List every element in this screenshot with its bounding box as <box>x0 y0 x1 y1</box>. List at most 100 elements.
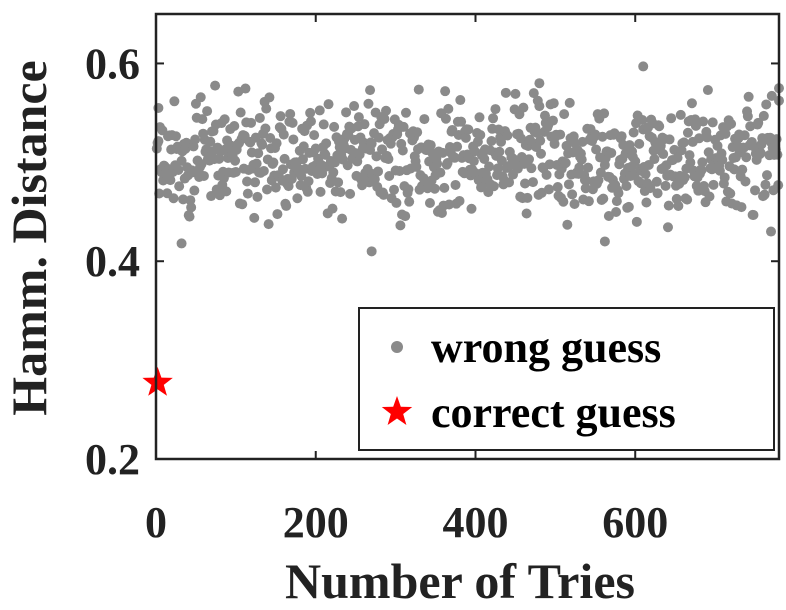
wrong-guess-point <box>252 191 263 202</box>
wrong-guess-point <box>366 246 377 257</box>
wrong-guess-point <box>335 187 346 198</box>
legend-marker-wrong-guess <box>391 341 403 353</box>
wrong-guess-point <box>694 133 705 144</box>
wrong-guess-point <box>315 186 326 197</box>
wrong-guess-point <box>690 120 701 131</box>
wrong-guess-point <box>449 152 460 163</box>
wrong-guess-point <box>576 154 587 165</box>
wrong-guess-point <box>534 101 545 112</box>
wrong-guess-point <box>725 188 736 199</box>
wrong-guess-point <box>413 84 424 95</box>
wrong-guess-point <box>484 161 495 172</box>
wrong-guess-point <box>302 186 313 197</box>
wrong-guess-point <box>527 177 538 188</box>
wrong-guess-point <box>240 83 251 94</box>
wrong-guess-point <box>333 177 344 188</box>
wrong-guess-point <box>349 101 360 112</box>
wrong-guess-point <box>221 186 232 197</box>
wrong-guess-point <box>675 109 686 120</box>
wrong-guess-point <box>309 130 320 141</box>
wrong-guess-point <box>422 183 433 194</box>
wrong-guess-point <box>369 174 380 185</box>
wrong-guess-point <box>641 197 652 208</box>
wrong-guess-point <box>287 117 298 128</box>
wrong-guess-point <box>202 106 213 117</box>
wrong-guess-point <box>685 157 696 168</box>
wrong-guess-point <box>318 119 329 130</box>
wrong-guess-point <box>717 154 728 165</box>
x-tick-label: 200 <box>283 498 349 547</box>
wrong-guess-point <box>548 98 559 109</box>
wrong-guess-point <box>621 181 632 192</box>
y-tick-label: 0.4 <box>85 237 140 286</box>
wrong-guess-point <box>759 189 770 200</box>
wrong-guess-point <box>748 209 759 220</box>
wrong-guess-point <box>520 178 531 189</box>
wrong-guess-point <box>666 113 677 124</box>
wrong-guess-point <box>288 134 299 145</box>
wrong-guess-point <box>411 161 422 172</box>
wrong-guess-point <box>270 182 281 193</box>
wrong-guess-point <box>249 212 260 223</box>
wrong-guess-point <box>258 165 269 176</box>
wrong-guess-point <box>440 86 451 97</box>
y-tick-label: 0.2 <box>85 435 140 484</box>
wrong-guess-point <box>281 200 292 211</box>
wrong-guess-point <box>219 114 230 125</box>
wrong-guess-point <box>707 117 718 128</box>
wrong-guess-point <box>381 105 392 116</box>
wrong-guess-point <box>176 238 187 249</box>
wrong-guess-point <box>613 188 624 199</box>
wrong-guess-point <box>518 102 529 113</box>
wrong-guess-point <box>528 88 539 99</box>
wrong-guess-point <box>541 169 552 180</box>
wrong-guess-point <box>329 121 340 132</box>
wrong-guess-points <box>151 61 784 257</box>
wrong-guess-point <box>574 162 585 173</box>
wrong-guess-point <box>569 198 580 209</box>
wrong-guess-point <box>631 216 642 227</box>
wrong-guess-point <box>702 132 713 143</box>
wrong-guess-point <box>195 92 206 103</box>
wrong-guess-point <box>186 202 197 213</box>
wrong-guess-point <box>719 172 730 183</box>
wrong-guess-point <box>391 197 402 208</box>
wrong-guess-point <box>750 185 761 196</box>
wrong-guess-point <box>198 170 209 181</box>
wrong-guess-point <box>450 179 461 190</box>
wrong-guess-point <box>682 194 693 205</box>
wrong-guess-point <box>658 149 669 160</box>
wrong-guess-point <box>169 96 180 107</box>
wrong-guess-point <box>664 134 675 145</box>
wrong-guess-point <box>205 136 216 147</box>
wrong-guess-point <box>260 123 271 134</box>
wrong-guess-point <box>753 117 764 128</box>
wrong-guess-point <box>277 164 288 175</box>
wrong-guess-point <box>720 128 731 139</box>
wrong-guess-point <box>373 132 384 143</box>
wrong-guess-point <box>490 104 501 115</box>
x-tick-label: 400 <box>442 498 508 547</box>
wrong-guess-point <box>271 138 282 149</box>
wrong-guess-point <box>435 167 446 178</box>
wrong-guess-point <box>460 132 471 143</box>
wrong-guess-point <box>229 120 240 131</box>
wrong-guess-point <box>443 103 454 114</box>
wrong-guess-point <box>454 195 465 206</box>
wrong-guess-point <box>263 219 274 230</box>
wrong-guess-point <box>712 140 723 151</box>
wrong-guess-point <box>684 150 695 161</box>
wrong-guess-point <box>174 181 185 192</box>
x-tick-labels: 0 200 400 600 <box>145 498 668 547</box>
wrong-guess-point <box>173 164 184 175</box>
wrong-guess-point <box>403 184 414 195</box>
wrong-guess-point <box>504 177 515 188</box>
wrong-guess-point <box>535 135 546 146</box>
wrong-guess-point <box>502 130 513 141</box>
wrong-guess-point <box>250 177 261 188</box>
wrong-guess-point <box>230 155 241 166</box>
wrong-guess-point <box>597 131 608 142</box>
legend-entry-correct-guess: correct guess <box>431 388 676 437</box>
wrong-guess-point <box>559 109 570 120</box>
